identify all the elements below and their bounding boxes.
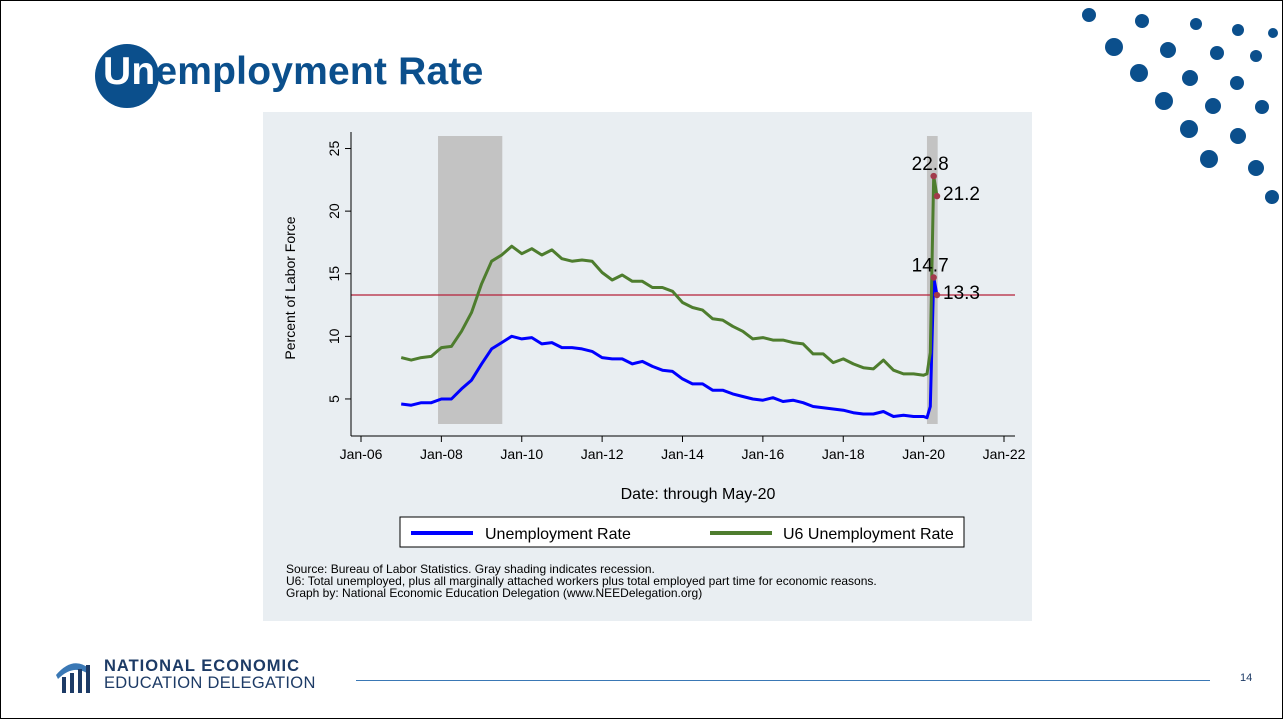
decorative-dot xyxy=(1230,128,1246,144)
decorative-dot xyxy=(1135,14,1149,28)
y-axis-label: Percent of Labor Force xyxy=(282,216,298,359)
annotation-label: 13.3 xyxy=(943,283,980,304)
note-u6-definition: U6: Total unemployed, plus all marginall… xyxy=(286,574,877,588)
x-tick-label: Jan-22 xyxy=(983,446,1026,462)
series-line-unemployment xyxy=(401,276,939,420)
decorative-dot xyxy=(1082,8,1096,22)
decorative-dot xyxy=(1155,92,1173,110)
legend-label-u6: U6 Unemployment Rate xyxy=(783,526,954,543)
x-tick-label: Jan-08 xyxy=(420,446,463,462)
x-tick-label: Jan-18 xyxy=(822,446,865,462)
org-name-line1: NATIONAL ECONOMIC xyxy=(104,657,301,675)
x-tick-label: Jan-16 xyxy=(741,446,784,462)
page-number: 14 xyxy=(1240,672,1253,684)
annotation-label: 21.2 xyxy=(943,184,980,205)
annotation-label: 22.8 xyxy=(912,154,949,175)
org-name: NATIONAL ECONOMIC EDUCATION DELEGATION xyxy=(104,658,316,692)
annotation-marker xyxy=(930,172,937,180)
footer-divider xyxy=(356,680,1210,681)
decorative-dot xyxy=(1268,28,1278,38)
y-tick-label: 15 xyxy=(326,266,342,282)
legend-label-unemployment: Unemployment Rate xyxy=(485,526,631,543)
decorative-dot xyxy=(1255,100,1269,114)
decorative-dot xyxy=(1160,42,1176,58)
title-highlight: Un xyxy=(103,50,156,93)
y-tick-label: 25 xyxy=(326,141,342,157)
note-graph-by: Graph by: National Economic Education De… xyxy=(286,586,702,600)
x-tick-label: Jan-06 xyxy=(340,446,383,462)
x-tick-label: Jan-20 xyxy=(902,446,945,462)
decorative-dot xyxy=(1130,64,1148,82)
y-tick-label: 20 xyxy=(326,203,342,219)
annotation-label: 14.7 xyxy=(912,255,949,276)
legend: Unemployment Rate U6 Unemployment Rate xyxy=(399,516,965,548)
decorative-dot xyxy=(1105,38,1123,56)
decorative-dot xyxy=(1248,160,1264,176)
annotation-marker xyxy=(930,274,937,281)
recession-shading xyxy=(438,136,503,424)
x-tick-label: Jan-14 xyxy=(661,446,704,462)
org-name-line2: EDUCATION DELEGATION xyxy=(104,674,316,692)
y-tick-label: 10 xyxy=(326,328,342,344)
x-tick-label: Jan-10 xyxy=(500,446,543,462)
decorative-dot xyxy=(1230,76,1244,90)
series-line-u6 xyxy=(400,174,939,377)
decorative-dot xyxy=(1210,46,1224,60)
decorative-dot xyxy=(1180,120,1198,138)
title-rest: employment Rate xyxy=(155,50,484,93)
chart-panel: Jan-06 Jan-08 Jan-10 Jan-12 Jan-14 Jan-16 Jan-… xyxy=(263,112,1032,621)
decorative-dot xyxy=(1265,190,1279,204)
x-axis-label: Date: through May-20 xyxy=(621,486,776,503)
legend-box xyxy=(399,516,965,548)
annotation-marker xyxy=(933,291,941,299)
need-logo-icon xyxy=(56,663,90,693)
decorative-dot xyxy=(1232,24,1244,36)
unemployment-chart: Jan-06 Jan-08 Jan-10 Jan-12 Jan-14 Jan-16 Jan-… xyxy=(282,132,1026,600)
decorative-dot xyxy=(1205,98,1221,114)
x-tick-label: Jan-12 xyxy=(581,446,624,462)
decorative-dot xyxy=(1200,150,1218,168)
annotation-marker xyxy=(933,192,941,200)
y-tick-label: 5 xyxy=(326,395,342,403)
decorative-dots xyxy=(1060,0,1285,210)
decorative-dot xyxy=(1190,18,1202,30)
decorative-dot xyxy=(1250,50,1262,62)
note-source: Source: Bureau of Labor Statistics. Gray… xyxy=(286,562,655,576)
decorative-dot xyxy=(1182,70,1198,86)
title-badge-circle xyxy=(95,44,159,108)
